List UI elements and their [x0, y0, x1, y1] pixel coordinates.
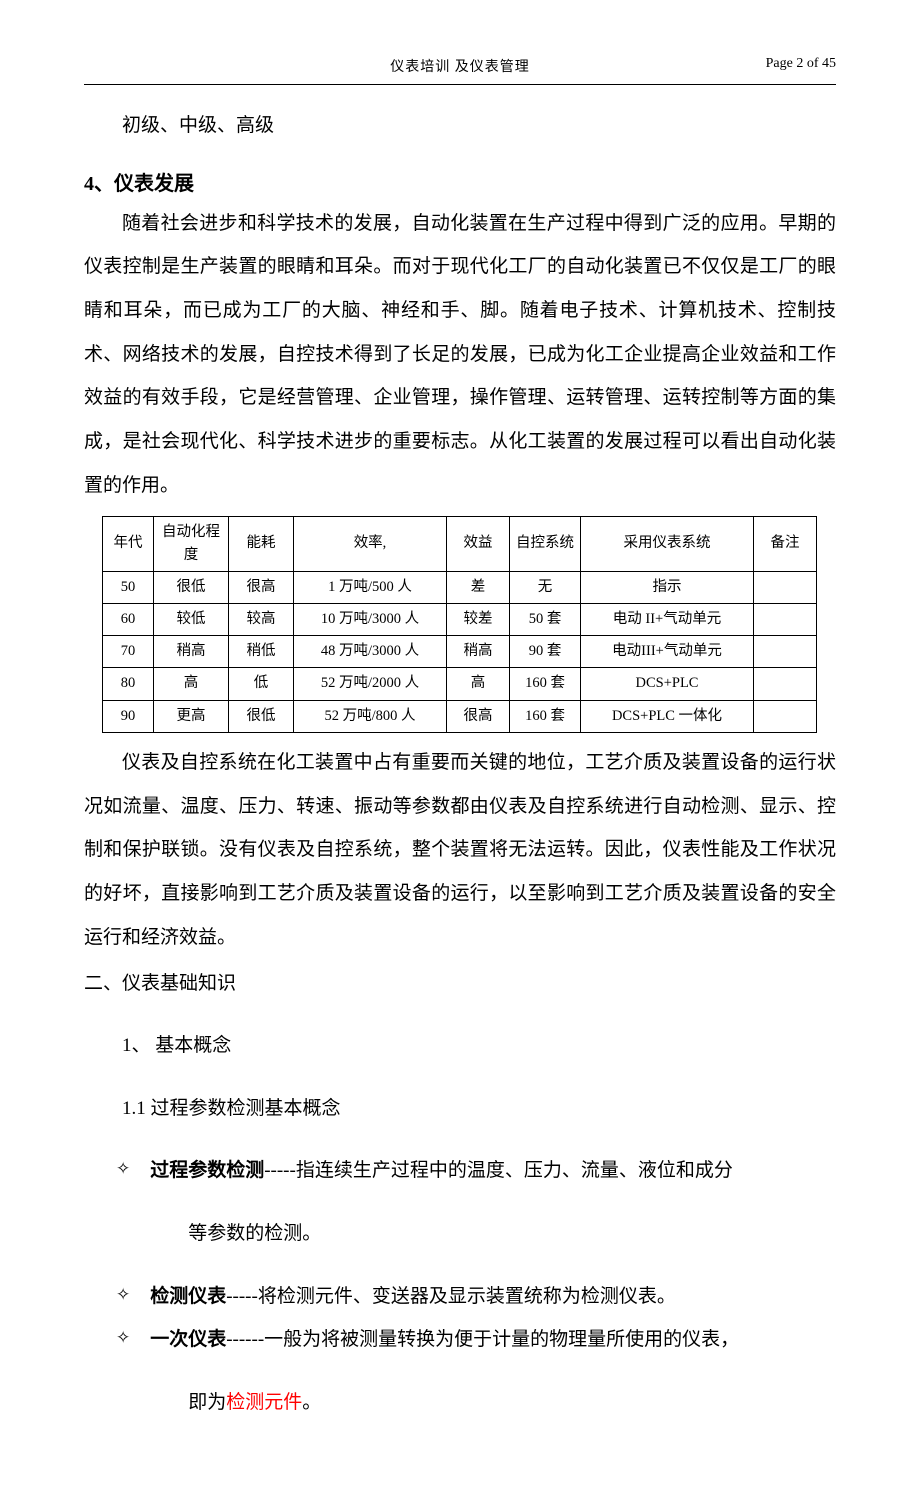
col-remark: 备注 [754, 516, 817, 571]
cell: 指示 [581, 571, 754, 603]
col-instrument-sys: 采用仪表系统 [581, 516, 754, 571]
cell: 稍高 [154, 636, 229, 668]
cell [754, 571, 817, 603]
table-row: 80 高 低 52 万吨/2000 人 高 160 套 DCS+PLC [103, 668, 817, 700]
cell: 很低 [154, 571, 229, 603]
cell: 90 套 [510, 636, 581, 668]
section-2-heading: 二、仪表基础知识 [84, 963, 836, 1005]
level-list-line: 初级、中级、高级 [122, 104, 836, 148]
cell: 10 万吨/3000 人 [294, 604, 447, 636]
cell: 60 [103, 604, 154, 636]
col-efficiency: 效率, [294, 516, 447, 571]
header-title: 仪表培训 及仪表管理 [84, 56, 836, 76]
section-4-heading: 4、仪表发展 [84, 167, 836, 196]
text: 。 [302, 1392, 321, 1413]
def-text: 将检测元件、变送器及显示装置统称为检测仪表。 [258, 1286, 676, 1307]
cell: 较高 [229, 604, 294, 636]
diamond-icon: ✧ [116, 1318, 130, 1357]
cell: 稍低 [229, 636, 294, 668]
cell: 50 套 [510, 604, 581, 636]
col-benefit: 效益 [447, 516, 510, 571]
col-automation: 自动化程度 [154, 516, 229, 571]
cell: DCS+PLC [581, 668, 754, 700]
definition-item-process-param: ✧ 过程参数检测-----指连续生产过程中的温度、压力、流量、液位和成分 [116, 1149, 836, 1193]
cell: 电动 II+气动单元 [581, 604, 754, 636]
page-header: 仪表培训 及仪表管理 Page 2 of 45 [84, 56, 836, 78]
def-text: 一般为将被测量转换为便于计量的物理量所使用的仪表， [264, 1329, 739, 1350]
definition-item-primary-instr: ✧ 一次仪表------一般为将被测量转换为便于计量的物理量所使用的仪表， [116, 1318, 836, 1362]
cell [754, 700, 817, 732]
dash: ----- [226, 1286, 258, 1307]
definition-cont-line: 等参数的检测。 [188, 1212, 836, 1256]
cell [754, 604, 817, 636]
diamond-icon: ✧ [116, 1275, 130, 1314]
cell: 52 万吨/2000 人 [294, 668, 447, 700]
term: 过程参数检测 [150, 1160, 264, 1181]
cell: 电动III+气动单元 [581, 636, 754, 668]
section-4-title: 仪表发展 [114, 173, 194, 195]
section-4-number: 4、 [84, 173, 114, 195]
sub-1: 1、 基本概念 [122, 1024, 836, 1068]
term: 检测仪表 [150, 1286, 226, 1307]
automation-history-table: 年代 自动化程度 能耗 效率, 效益 自控系统 采用仪表系统 备注 50 很低 … [102, 516, 817, 733]
cell [754, 668, 817, 700]
highlight-red: 检测元件 [226, 1392, 302, 1413]
cell: 90 [103, 700, 154, 732]
cell: 70 [103, 636, 154, 668]
table-header-row: 年代 自动化程度 能耗 效率, 效益 自控系统 采用仪表系统 备注 [103, 516, 817, 571]
cell: 160 套 [510, 668, 581, 700]
definition-item-detect-instr: ✧ 检测仪表-----将检测元件、变送器及显示装置统称为检测仪表。 [116, 1275, 836, 1319]
col-energy: 能耗 [229, 516, 294, 571]
term: 一次仪表 [150, 1329, 226, 1350]
cell: 160 套 [510, 700, 581, 732]
cell: 低 [229, 668, 294, 700]
cell: 很低 [229, 700, 294, 732]
cell: 高 [154, 668, 229, 700]
page-number: Page 2 of 45 [766, 56, 836, 72]
cell: 较低 [154, 604, 229, 636]
cell: 80 [103, 668, 154, 700]
cell: 高 [447, 668, 510, 700]
document-page: 仪表培训 及仪表管理 Page 2 of 45 初级、中级、高级 4、仪表发展 … [0, 0, 920, 1504]
cell: 1 万吨/500 人 [294, 571, 447, 603]
definition-list: ✧ 过程参数检测-----指连续生产过程中的温度、压力、流量、液位和成分 等参数… [116, 1149, 836, 1424]
cell: 很高 [229, 571, 294, 603]
sub-1-1: 1.1 过程参数检测基本概念 [122, 1087, 836, 1131]
after-table-paragraph: 仪表及自控系统在化工装置中占有重要而关键的地位，工艺介质及装置设备的运行状况如流… [84, 741, 836, 959]
header-rule [84, 84, 836, 85]
definition-cont-line: 即为检测元件。 [188, 1381, 836, 1425]
table-row: 50 很低 很高 1 万吨/500 人 差 无 指示 [103, 571, 817, 603]
table-row: 70 稍高 稍低 48 万吨/3000 人 稍高 90 套 电动III+气动单元 [103, 636, 817, 668]
dash: ------ [226, 1329, 264, 1350]
def-text: 指连续生产过程中的温度、压力、流量、液位和成分 [296, 1160, 733, 1181]
cell: 48 万吨/3000 人 [294, 636, 447, 668]
cell: 50 [103, 571, 154, 603]
cell: 稍高 [447, 636, 510, 668]
dash: ----- [264, 1160, 296, 1181]
cell: 较差 [447, 604, 510, 636]
section-4-paragraph: 随着社会进步和科学技术的发展，自动化装置在生产过程中得到广泛的应用。早期的仪表控… [84, 202, 836, 508]
table-row: 90 更高 很低 52 万吨/800 人 很高 160 套 DCS+PLC 一体… [103, 700, 817, 732]
cell [754, 636, 817, 668]
text: 即为 [188, 1392, 226, 1413]
col-control-sys: 自控系统 [510, 516, 581, 571]
cell: 很高 [447, 700, 510, 732]
diamond-icon: ✧ [116, 1149, 130, 1188]
cell: 无 [510, 571, 581, 603]
cell: 差 [447, 571, 510, 603]
cell: 52 万吨/800 人 [294, 700, 447, 732]
table-row: 60 较低 较高 10 万吨/3000 人 较差 50 套 电动 II+气动单元 [103, 604, 817, 636]
col-era: 年代 [103, 516, 154, 571]
cell: DCS+PLC 一体化 [581, 700, 754, 732]
cell: 更高 [154, 700, 229, 732]
